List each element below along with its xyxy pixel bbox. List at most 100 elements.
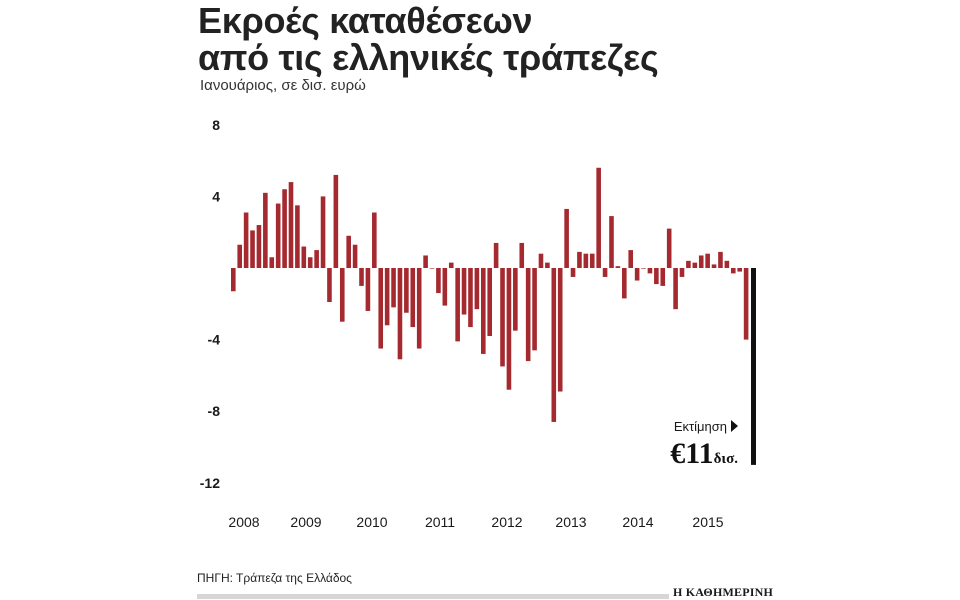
x-tick-label: 2009 xyxy=(290,514,321,530)
bar xyxy=(288,182,294,268)
bar xyxy=(314,250,319,268)
bar xyxy=(448,262,454,268)
bar xyxy=(673,268,678,310)
brand-logo: Η ΚΑΘΗΜΕΡΙΝΗ xyxy=(669,585,778,600)
bar xyxy=(692,262,698,268)
bar xyxy=(666,228,672,268)
bar xyxy=(480,268,486,354)
bar xyxy=(698,255,704,268)
x-tick-label: 2015 xyxy=(692,514,723,530)
bar xyxy=(551,268,557,422)
title-line-1: Εκροές καταθέσεων xyxy=(198,0,533,41)
bar xyxy=(250,230,255,268)
bar xyxy=(416,268,422,349)
bar xyxy=(423,255,428,268)
estimate-label: Εκτίμηση xyxy=(674,419,738,434)
bar xyxy=(384,268,390,326)
bar xyxy=(275,203,281,268)
y-tick-label: -4 xyxy=(208,332,221,348)
bar xyxy=(577,251,582,268)
x-tick-label: 2008 xyxy=(228,514,259,530)
bar xyxy=(352,244,358,268)
bar xyxy=(532,268,537,351)
bar xyxy=(282,189,287,268)
bar xyxy=(333,174,339,268)
bar xyxy=(468,268,473,328)
bar xyxy=(429,268,435,269)
bar xyxy=(641,268,646,269)
bar xyxy=(737,268,742,272)
y-tick-label: 4 xyxy=(212,188,220,204)
bar xyxy=(391,268,396,308)
bar xyxy=(711,264,717,268)
bar xyxy=(538,253,544,268)
bar xyxy=(442,268,448,306)
bar xyxy=(564,208,569,268)
bar xyxy=(474,268,480,310)
bar xyxy=(339,268,345,322)
x-tick-label: 2014 xyxy=(622,514,653,530)
bar xyxy=(718,251,723,268)
bar xyxy=(327,268,332,303)
bar xyxy=(647,268,653,274)
bar xyxy=(243,212,249,268)
bar xyxy=(686,260,691,268)
bar xyxy=(378,268,384,349)
bar xyxy=(461,268,467,315)
bar xyxy=(346,235,351,268)
bar xyxy=(622,268,627,299)
bar xyxy=(410,268,416,328)
bar xyxy=(602,268,608,277)
bar xyxy=(660,268,666,286)
bar xyxy=(365,268,371,311)
estimate-amount: €11 xyxy=(670,437,714,470)
bar xyxy=(307,257,313,268)
y-tick-label: 8 xyxy=(212,117,220,133)
bar xyxy=(743,268,749,340)
bar xyxy=(570,268,576,277)
y-tick-label: -8 xyxy=(208,403,221,419)
title-line-2: από τις ελληνικές τράπεζες xyxy=(198,37,659,78)
bar xyxy=(615,266,621,268)
chart-title: Εκροές καταθέσεων από τις ελληνικές τράπ… xyxy=(198,0,659,78)
bar xyxy=(237,244,243,268)
bar xyxy=(589,253,595,268)
bar xyxy=(724,260,730,268)
bar xyxy=(487,268,492,337)
x-tick-label: 2010 xyxy=(356,514,387,530)
estimate-bar xyxy=(751,268,756,465)
bar xyxy=(513,268,518,331)
bar xyxy=(397,268,403,360)
source-note: ΠΗΓΗ: Τράπεζα της Ελλάδος xyxy=(197,571,352,585)
y-tick-label: -12 xyxy=(200,475,220,491)
chart-subtitle: Ιανουάριος, σε δισ. ευρώ xyxy=(200,77,366,94)
bar xyxy=(519,242,525,268)
estimate-value: €11δισ. xyxy=(670,437,738,471)
bar xyxy=(583,253,589,268)
bar xyxy=(269,257,275,268)
estimate-arrow-icon xyxy=(731,420,738,432)
x-tick-label: 2011 xyxy=(425,514,455,530)
bar xyxy=(679,268,685,277)
bar xyxy=(628,250,634,268)
bar xyxy=(634,268,640,281)
bar xyxy=(705,253,710,268)
bar xyxy=(404,268,409,313)
estimate-label-text: Εκτίμηση xyxy=(673,419,727,434)
bar xyxy=(231,268,236,292)
bar xyxy=(654,268,659,285)
bar xyxy=(301,246,307,268)
bar xyxy=(455,268,460,342)
bar xyxy=(320,196,326,268)
bar xyxy=(436,268,441,294)
bar xyxy=(256,225,262,268)
bar xyxy=(557,268,563,392)
bar xyxy=(506,268,512,390)
bar xyxy=(500,268,505,367)
bar xyxy=(730,268,736,274)
bar xyxy=(596,167,601,268)
bar xyxy=(359,268,364,286)
footer-rule xyxy=(197,594,765,599)
bar xyxy=(295,205,300,268)
